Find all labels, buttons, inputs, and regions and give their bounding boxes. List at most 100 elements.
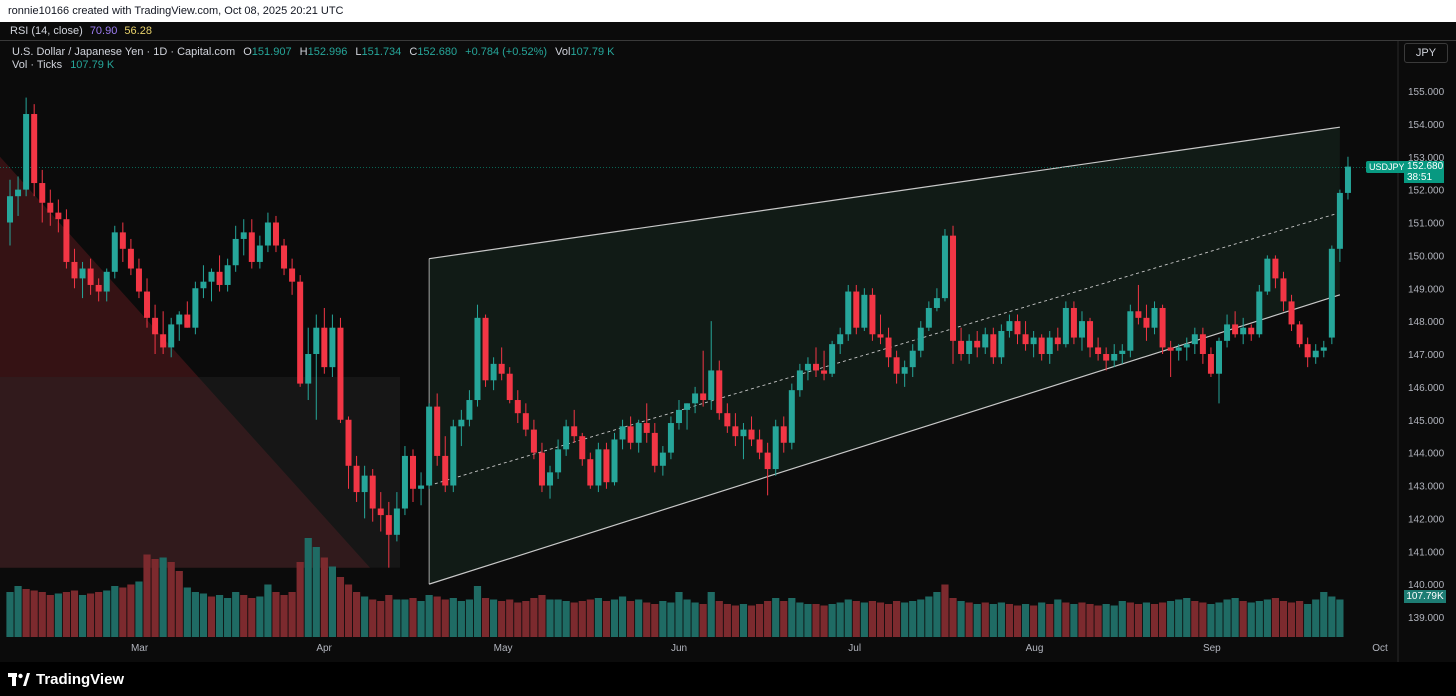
volume-bar — [1030, 605, 1038, 637]
candle-body — [1288, 301, 1295, 325]
volume-bar — [232, 592, 240, 637]
rsi-value-2: 56.28 — [124, 25, 152, 37]
volume-bar — [352, 592, 361, 637]
candle-body — [732, 426, 739, 437]
volume-bar — [522, 601, 530, 637]
volume-bar — [433, 596, 441, 637]
volume-bar — [965, 602, 973, 637]
volume-bar — [87, 593, 95, 637]
tradingview-logo[interactable]: TradingView — [8, 671, 124, 688]
candle-body — [482, 317, 489, 381]
price-chart-svg[interactable]: 139.000 140.000 141.000 142.000 143.000 144.0… — [0, 41, 1456, 662]
candle-body — [321, 327, 328, 368]
candle-body — [1328, 248, 1335, 338]
volume-bar — [1038, 602, 1046, 637]
legend-title[interactable]: U.S. Dollar / Japanese Yen · 1D · Capita… — [12, 46, 236, 58]
candle-body — [192, 288, 199, 328]
volume-bar — [1255, 601, 1263, 637]
price-axis-tick: 155.000 — [1408, 87, 1445, 98]
candle-body — [1296, 324, 1303, 345]
candle-body — [821, 370, 828, 374]
volume-bar — [554, 599, 562, 637]
candle-body — [1175, 347, 1182, 351]
candle-body — [1135, 311, 1142, 318]
volume-bar — [377, 601, 385, 637]
candle-body — [780, 426, 787, 443]
volume-bar — [1102, 604, 1110, 637]
time-axis-tick: Aug — [1026, 643, 1044, 654]
volume-bar — [498, 601, 506, 637]
volume-bar — [901, 602, 909, 637]
volume-bar — [610, 599, 619, 637]
volume-bar — [1167, 601, 1175, 637]
volume-bar — [530, 598, 538, 637]
volume-bar — [635, 599, 643, 637]
candle-body — [603, 449, 610, 483]
volume-bar — [490, 599, 498, 637]
candle-body — [837, 334, 844, 345]
candle-body — [176, 314, 183, 325]
volume-bar — [361, 596, 369, 637]
candle-body — [700, 393, 707, 401]
symbol-price-label: USDJPY — [1366, 161, 1408, 173]
volume-bar — [272, 592, 280, 637]
volume-bar — [1126, 602, 1134, 637]
drawing-grey-zone — [0, 377, 400, 568]
volume-bar — [95, 592, 103, 637]
volume-bar — [562, 601, 570, 637]
rsi-indicator-bar[interactable]: RSI (14, close) 70.90 56.28 — [0, 22, 1456, 41]
volume-bar — [1021, 604, 1030, 637]
candle-body — [829, 344, 836, 374]
candle-body — [1272, 258, 1279, 279]
candle-body — [361, 475, 368, 493]
volume-bar — [1062, 602, 1070, 637]
candle-body — [329, 327, 336, 368]
candle-body — [168, 324, 175, 348]
price-axis-tick: 148.000 — [1408, 317, 1445, 328]
volume-bar — [788, 598, 796, 637]
candle-body — [587, 459, 594, 486]
price-axis-tick: 142.000 — [1408, 514, 1445, 525]
pane-separator[interactable] — [0, 40, 1456, 41]
candle-body — [917, 327, 924, 351]
volume-bar — [997, 602, 1005, 637]
volume-bar — [143, 554, 151, 637]
volume-bar — [989, 604, 997, 637]
candle-body — [490, 363, 497, 381]
candle-body — [941, 235, 948, 299]
volume-bar — [369, 599, 377, 637]
candle-body — [675, 409, 682, 424]
candle-body — [248, 232, 255, 262]
candle-body — [305, 354, 312, 384]
candle-body — [1014, 321, 1021, 335]
price-axis-tick: 153.000 — [1408, 153, 1445, 164]
candle-body — [1030, 337, 1037, 345]
legend-vol-ticks-label[interactable]: Vol · Ticks — [12, 59, 63, 71]
candle-body — [1344, 166, 1351, 193]
candle-body — [667, 423, 674, 453]
candle-body — [1159, 307, 1166, 348]
candle-body — [256, 245, 263, 262]
candle-body — [71, 261, 78, 279]
volume-bar — [1263, 599, 1271, 637]
volume-bar — [1046, 604, 1054, 637]
volume-bar — [1183, 598, 1191, 637]
volume-bar — [723, 604, 731, 637]
volume-bar — [38, 592, 46, 637]
volume-bar — [1150, 604, 1159, 637]
bar-countdown: 38:51 — [1407, 172, 1433, 183]
candle-body — [635, 423, 642, 443]
candle-body — [1046, 337, 1053, 354]
volume-bar — [747, 605, 756, 637]
volume-bar — [731, 605, 739, 637]
volume-bar — [1336, 599, 1344, 637]
candle-body — [474, 317, 481, 401]
candle-body — [740, 429, 747, 437]
volume-bar — [514, 602, 522, 637]
candle-body — [337, 327, 344, 420]
chart-pane[interactable]: 139.000 140.000 141.000 142.000 143.000 144.0… — [0, 41, 1456, 662]
candle-body — [595, 449, 602, 486]
candle-body — [982, 334, 989, 348]
regression-lower-line — [428, 294, 1341, 585]
currency-button[interactable]: JPY — [1404, 43, 1448, 63]
